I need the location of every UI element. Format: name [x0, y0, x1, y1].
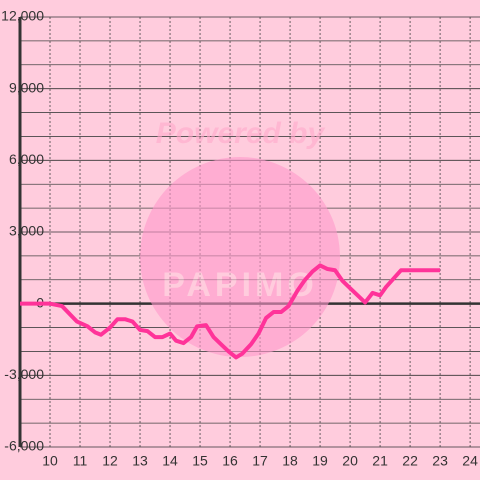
x-tick-label: 14 [162, 453, 178, 469]
x-tick-label: 15 [192, 453, 208, 469]
y-tick-label: -3,000 [4, 366, 44, 382]
y-tick-label: 6,000 [9, 151, 44, 167]
x-tick-label: 18 [282, 453, 298, 469]
x-tick-label: 12 [102, 453, 118, 469]
x-tick-label: 24 [462, 453, 478, 469]
line [20, 263, 441, 360]
y-tick-label: -6,000 [4, 438, 44, 454]
x-tick-label: 13 [132, 453, 148, 469]
y-tick-label: 12,000 [1, 8, 44, 24]
y-tick-label: 3,000 [9, 223, 44, 239]
x-tick-label: 10 [42, 453, 58, 469]
watermark-text: PAPIMO [162, 266, 318, 304]
x-tick-label: 19 [312, 453, 328, 469]
x-tick-label: 23 [432, 453, 448, 469]
x-tick-label: 22 [402, 453, 418, 469]
x-tick-label: 16 [222, 453, 238, 469]
x-tick-label: 11 [73, 453, 88, 469]
watermark-circle [140, 157, 340, 357]
x-tick-label: 20 [342, 453, 358, 469]
x-tick-label: 17 [252, 453, 268, 469]
x-tick-label: 21 [372, 453, 388, 469]
watermark-text: Powered by [156, 117, 326, 150]
y-tick-label: 9,000 [9, 79, 44, 95]
